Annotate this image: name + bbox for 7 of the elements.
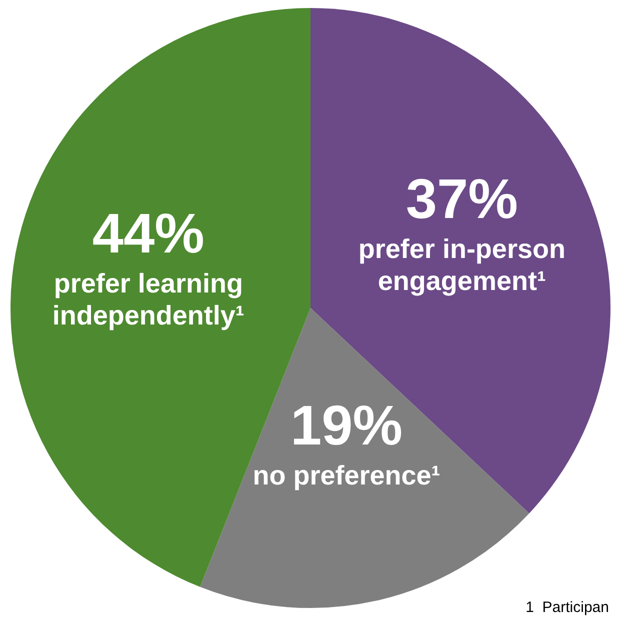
data-label: 19% <box>290 393 403 456</box>
slice-label: no preference¹ <box>252 460 440 490</box>
data-label: 37% <box>406 166 518 230</box>
data-label: 44% <box>92 202 204 265</box>
text: 1 Participan <box>526 599 609 616</box>
slice-label: prefer learning independently¹ <box>52 268 244 331</box>
slice-label: prefer in-person engagement¹ <box>358 234 566 296</box>
